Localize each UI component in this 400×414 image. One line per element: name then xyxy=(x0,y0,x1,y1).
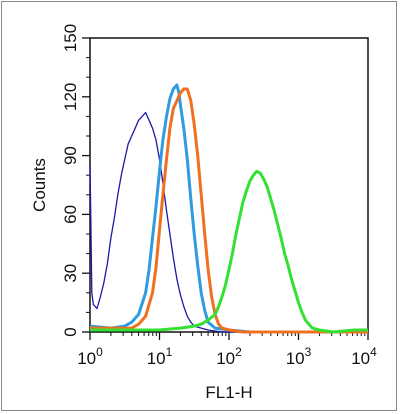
y-tick-label: 120 xyxy=(61,83,80,111)
x-tick-exponent: 1 xyxy=(166,345,173,359)
histogram-series xyxy=(89,83,368,334)
x-tick-base: 10 xyxy=(216,349,235,368)
x-axis-title: FL1-H xyxy=(205,383,252,402)
x-tick-base: 10 xyxy=(77,349,96,368)
y-axis-title: Counts xyxy=(30,158,49,212)
x-tick-base: 10 xyxy=(286,349,305,368)
x-tick-label: 101 xyxy=(147,345,173,368)
histogram-series-4 xyxy=(90,169,368,334)
x-axis-ticks: 100 101 102 103 104 xyxy=(77,332,377,368)
y-tick-label: 90 xyxy=(61,146,80,165)
x-tick-label: 102 xyxy=(216,345,242,368)
histogram-series-1 xyxy=(89,111,368,333)
x-tick-exponent: 2 xyxy=(235,345,242,359)
x-tick-base: 10 xyxy=(147,349,166,368)
y-tick-label: 60 xyxy=(61,205,80,224)
y-tick-label: 150 xyxy=(61,24,80,52)
x-tick-label: 104 xyxy=(351,345,377,368)
x-tick-exponent: 0 xyxy=(96,345,103,359)
y-tick-label: 30 xyxy=(61,264,80,283)
x-tick-label: 100 xyxy=(77,345,103,368)
y-axis-ticks: 0 30 60 90 120 150 xyxy=(61,24,90,337)
x-tick-base: 10 xyxy=(351,349,370,368)
x-tick-label: 103 xyxy=(286,345,312,368)
x-tick-exponent: 3 xyxy=(305,345,312,359)
y-tick-label: 0 xyxy=(61,327,80,336)
x-tick-exponent: 4 xyxy=(370,345,377,359)
histogram-series-3 xyxy=(90,87,368,334)
plot-area-border xyxy=(89,37,369,333)
histogram-series-2 xyxy=(89,83,368,334)
